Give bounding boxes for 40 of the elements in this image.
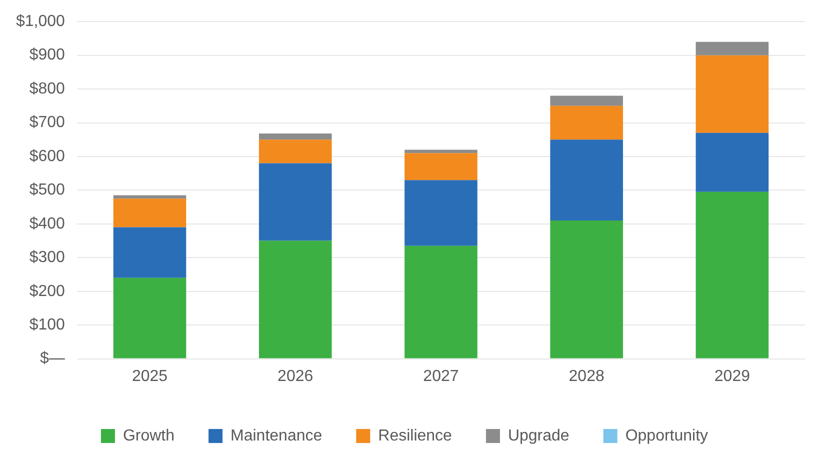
bar xyxy=(258,134,332,140)
y-tick-label: $1,000 xyxy=(16,13,66,30)
legend-label: Resilience xyxy=(378,427,452,444)
bar xyxy=(404,153,478,180)
bar xyxy=(113,198,186,228)
legend-label: Maintenance xyxy=(230,427,322,444)
y-tick-label: $300 xyxy=(29,249,66,266)
bar xyxy=(404,150,478,154)
y-tick-label: $900 xyxy=(29,46,66,64)
y-tick-label: $600 xyxy=(29,148,66,165)
bar xyxy=(113,278,186,358)
y-tick-label: $100 xyxy=(29,316,66,334)
bar xyxy=(258,140,332,164)
x-tick-label: 2029 xyxy=(714,368,750,385)
y-tick-label: $— xyxy=(40,350,65,368)
bar xyxy=(696,192,769,358)
x-tick-label: 2026 xyxy=(278,368,314,385)
x-tick-label: 2028 xyxy=(568,368,604,385)
bar xyxy=(696,132,769,192)
bar xyxy=(404,246,478,358)
bar xyxy=(550,96,623,106)
bar xyxy=(696,55,769,133)
bar xyxy=(258,240,332,358)
y-tick-label: $400 xyxy=(29,215,66,232)
bar xyxy=(550,140,623,221)
legend-label: Growth xyxy=(122,427,175,444)
y-tick-label: $500 xyxy=(29,182,66,199)
bar xyxy=(696,42,769,56)
bar xyxy=(550,220,623,358)
y-tick-label: $800 xyxy=(29,80,66,98)
x-tick-label: 2025 xyxy=(132,368,168,385)
legend-label: Upgrade xyxy=(508,427,570,444)
bar xyxy=(113,227,186,278)
y-tick-label: $700 xyxy=(29,114,66,132)
bar xyxy=(404,180,478,246)
y-tick-label: $200 xyxy=(29,282,66,300)
x-tick-label: 2027 xyxy=(423,368,459,385)
bar xyxy=(550,106,623,140)
legend-label: Opportunity xyxy=(625,427,708,444)
bar xyxy=(258,163,332,241)
